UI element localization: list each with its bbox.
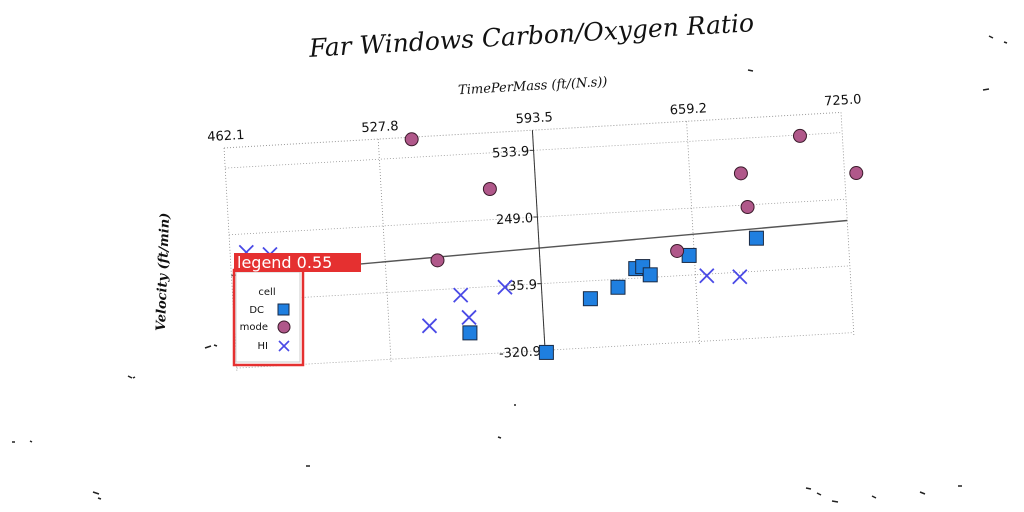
scan-noise bbox=[12, 35, 1008, 503]
x-grid-line bbox=[377, 139, 392, 364]
legend-marker-hi bbox=[278, 340, 290, 352]
data-point-mode bbox=[482, 181, 497, 196]
data-point-mode bbox=[849, 166, 864, 181]
x-grid-line bbox=[840, 112, 855, 338]
legend-label-dc: DC bbox=[249, 305, 264, 316]
data-point-dc bbox=[748, 230, 764, 246]
legend: cell DC mode HI bbox=[235, 271, 301, 363]
data-point-mode bbox=[404, 132, 419, 147]
x-tick-label: 725.0 bbox=[824, 92, 862, 109]
x-tick-label: 593.5 bbox=[515, 110, 553, 127]
data-point-hi bbox=[461, 309, 477, 326]
y-tick-label: 533.9 bbox=[492, 144, 530, 161]
data-point-dc bbox=[582, 291, 598, 307]
plot-area: 462.1 527.8 593.5 659.2 725.0 533.9 249.0 -35.9… bbox=[207, 92, 864, 373]
legend-label-mode: mode bbox=[240, 322, 268, 333]
legend-box bbox=[235, 271, 301, 363]
x-tick-label: 659.2 bbox=[669, 101, 707, 118]
y-tick-label: 249.0 bbox=[496, 211, 534, 228]
data-point-mode bbox=[792, 128, 807, 143]
y-axis-line bbox=[531, 130, 546, 355]
y-axis-label: Velocity (ft/min) bbox=[154, 212, 173, 331]
data-point-hi bbox=[421, 318, 438, 334]
legend-marker-dc bbox=[277, 303, 290, 316]
data-point-mode bbox=[740, 199, 755, 214]
data-point-hi bbox=[732, 269, 748, 285]
y-tick-label: -35.9 bbox=[503, 278, 537, 295]
data-point-mode bbox=[733, 166, 748, 181]
x-tick-label: 527.8 bbox=[361, 119, 399, 136]
legend-title: cell bbox=[258, 287, 275, 298]
data-point-hi bbox=[453, 287, 469, 303]
data-point-dc bbox=[642, 267, 658, 283]
x-tick-label: 462.1 bbox=[207, 128, 245, 145]
data-point-mode bbox=[670, 243, 685, 258]
data-point-hi bbox=[497, 279, 513, 295]
data-point-hi bbox=[699, 268, 715, 284]
data-point-mode bbox=[430, 253, 445, 268]
detection-label: legend 0.55 bbox=[237, 253, 332, 272]
detection-label-bg bbox=[234, 253, 361, 272]
legend-marker-mode bbox=[277, 320, 291, 334]
x-axis-label: TimePerMass (ft/(N.s)) bbox=[458, 75, 608, 99]
y-tick-label: -320.9 bbox=[499, 344, 542, 361]
legend-detection-box: legend 0.55 bbox=[232, 253, 361, 367]
legend-label-hi: HI bbox=[258, 341, 268, 352]
data-point-dc bbox=[462, 325, 478, 341]
data-point-dc bbox=[681, 247, 697, 263]
data-point-dc bbox=[538, 344, 554, 360]
chart-title: Far Windows Carbon/Oxygen Ratio bbox=[307, 8, 754, 63]
data-point-dc bbox=[610, 279, 626, 295]
